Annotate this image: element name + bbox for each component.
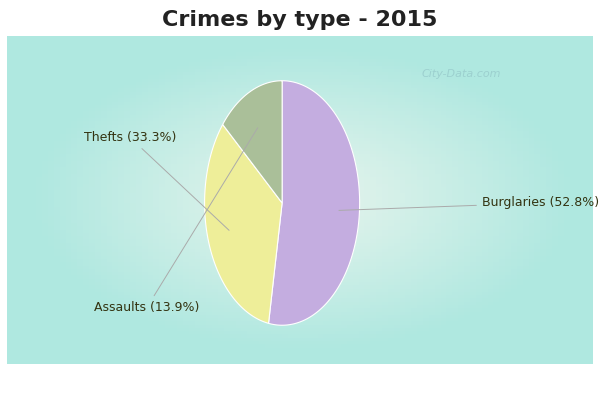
Text: Thefts (33.3%): Thefts (33.3%) (84, 131, 229, 230)
Text: City-Data.com: City-Data.com (422, 69, 501, 79)
Polygon shape (269, 81, 359, 325)
Text: Crimes by type - 2015: Crimes by type - 2015 (163, 10, 437, 30)
Polygon shape (205, 124, 282, 323)
Text: Burglaries (52.8%): Burglaries (52.8%) (339, 196, 599, 210)
Polygon shape (223, 81, 282, 203)
Text: Assaults (13.9%): Assaults (13.9%) (94, 128, 257, 314)
